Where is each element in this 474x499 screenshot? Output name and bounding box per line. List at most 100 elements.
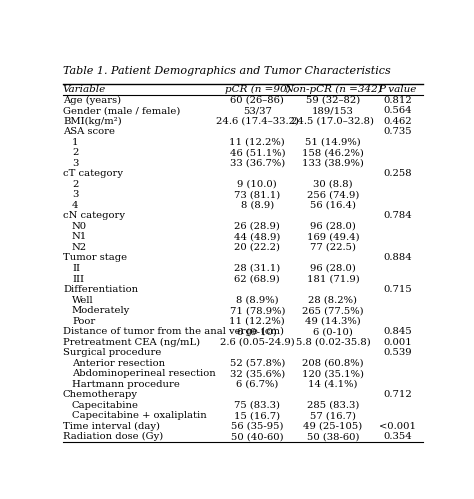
Text: 0.884: 0.884 [383,253,412,262]
Text: Abdominoperineal resection: Abdominoperineal resection [72,369,216,378]
Text: 169 (49.4): 169 (49.4) [307,233,359,242]
Text: 96 (28.0): 96 (28.0) [310,264,356,273]
Text: Table 1. Patient Demographics and Tumor Characteristics: Table 1. Patient Demographics and Tumor … [63,66,391,76]
Text: 0.845: 0.845 [383,327,412,336]
Text: Non-pCR (n =342): Non-pCR (n =342) [284,85,382,94]
Text: Variable: Variable [63,85,106,94]
Text: III: III [72,274,84,283]
Text: 5.8 (0.02-35.8): 5.8 (0.02-35.8) [296,338,370,347]
Text: 158 (46.2%): 158 (46.2%) [302,148,364,157]
Text: 0.354: 0.354 [383,433,412,442]
Text: cT category: cT category [63,169,123,178]
Text: 4: 4 [72,201,78,210]
Text: 208 (60.8%): 208 (60.8%) [302,359,364,368]
Text: Tumor stage: Tumor stage [63,253,127,262]
Text: Capecitabine: Capecitabine [72,401,139,410]
Text: 49 (14.3%): 49 (14.3%) [305,317,361,326]
Text: 59 (32–82): 59 (32–82) [306,96,360,105]
Text: 28 (8.2%): 28 (8.2%) [309,295,357,304]
Text: 77 (22.5): 77 (22.5) [310,243,356,252]
Text: 24.6 (17.4–33.2): 24.6 (17.4–33.2) [216,117,299,126]
Text: N0: N0 [72,222,87,231]
Text: N2: N2 [72,243,87,252]
Text: BMI(kg/m²): BMI(kg/m²) [63,117,122,126]
Text: 24.5 (17.0–32.8): 24.5 (17.0–32.8) [292,117,374,126]
Text: II: II [72,264,80,273]
Text: 2: 2 [72,180,78,189]
Text: 96 (28.0): 96 (28.0) [310,222,356,231]
Text: 285 (83.3): 285 (83.3) [307,401,359,410]
Text: 256 (74.9): 256 (74.9) [307,190,359,199]
Text: Gender (male / female): Gender (male / female) [63,106,180,115]
Text: 71 (78.9%): 71 (78.9%) [229,306,285,315]
Text: P value: P value [379,85,417,94]
Text: 6 (6.7%): 6 (6.7%) [236,380,279,389]
Text: 44 (48.9): 44 (48.9) [234,233,281,242]
Text: 0.001: 0.001 [383,338,412,347]
Text: 2: 2 [72,148,78,157]
Text: 62 (68.9): 62 (68.9) [235,274,280,283]
Text: 49 (25-105): 49 (25-105) [303,422,363,431]
Text: 26 (28.9): 26 (28.9) [234,222,280,231]
Text: Differentiation: Differentiation [63,285,138,294]
Text: 30 (8.8): 30 (8.8) [313,180,353,189]
Text: 2.6 (0.05-24.9): 2.6 (0.05-24.9) [220,338,295,347]
Text: 11 (12.2%): 11 (12.2%) [229,138,285,147]
Text: 20 (22.2): 20 (22.2) [234,243,280,252]
Text: 6 (0-10): 6 (0-10) [313,327,353,336]
Text: 1: 1 [72,138,78,147]
Text: <0.001: <0.001 [379,422,416,431]
Text: 15 (16.7): 15 (16.7) [234,411,281,420]
Text: 0.812: 0.812 [383,96,412,105]
Text: Radiation dose (Gy): Radiation dose (Gy) [63,432,163,442]
Text: Distance of tumor from the anal verge (cm): Distance of tumor from the anal verge (c… [63,327,284,336]
Text: cN category: cN category [63,212,125,221]
Text: 189/153: 189/153 [312,106,354,115]
Text: 3: 3 [72,190,78,199]
Text: 32 (35.6%): 32 (35.6%) [230,369,285,378]
Text: 11 (12.2%): 11 (12.2%) [229,317,285,326]
Text: 0.258: 0.258 [383,169,412,178]
Text: N1: N1 [72,233,87,242]
Text: 0.539: 0.539 [383,348,412,357]
Text: Hartmann procedure: Hartmann procedure [72,380,180,389]
Text: 52 (57.8%): 52 (57.8%) [229,359,285,368]
Text: 14 (4.1%): 14 (4.1%) [308,380,358,389]
Text: 265 (77.5%): 265 (77.5%) [302,306,364,315]
Text: 0.712: 0.712 [383,390,412,399]
Text: Surgical procedure: Surgical procedure [63,348,161,357]
Text: 3: 3 [72,159,78,168]
Text: 0.715: 0.715 [383,285,412,294]
Text: 8 (8.9%): 8 (8.9%) [236,295,279,304]
Text: Chemotherapy: Chemotherapy [63,390,138,399]
Text: Time interval (day): Time interval (day) [63,422,160,431]
Text: ASA score: ASA score [63,127,115,136]
Text: 0.735: 0.735 [383,127,412,136]
Text: 75 (83.3): 75 (83.3) [234,401,280,410]
Text: 50 (38-60): 50 (38-60) [307,433,359,442]
Text: 0.462: 0.462 [383,117,412,126]
Text: 33 (36.7%): 33 (36.7%) [230,159,285,168]
Text: 51 (14.9%): 51 (14.9%) [305,138,361,147]
Text: 56 (35-95): 56 (35-95) [231,422,283,431]
Text: Capecitabine + oxaliplatin: Capecitabine + oxaliplatin [72,411,207,420]
Text: 60 (26–86): 60 (26–86) [230,96,284,105]
Text: 57 (16.7): 57 (16.7) [310,411,356,420]
Text: 46 (51.1%): 46 (51.1%) [229,148,285,157]
Text: 0.784: 0.784 [383,212,412,221]
Text: 53/37: 53/37 [243,106,272,115]
Text: pCR (n =90): pCR (n =90) [225,85,290,94]
Text: 9 (10.0): 9 (10.0) [237,180,277,189]
Text: 8 (8.9): 8 (8.9) [241,201,274,210]
Text: 73 (81.1): 73 (81.1) [234,190,281,199]
Text: 6 (0-10): 6 (0-10) [237,327,277,336]
Text: 28 (31.1): 28 (31.1) [234,264,281,273]
Text: 133 (38.9%): 133 (38.9%) [302,159,364,168]
Text: Age (years): Age (years) [63,95,121,105]
Text: Pretreatment CEA (ng/mL): Pretreatment CEA (ng/mL) [63,338,200,347]
Text: Poor: Poor [72,317,95,326]
Text: 120 (35.1%): 120 (35.1%) [302,369,364,378]
Text: Anterior resection: Anterior resection [72,359,165,368]
Text: 50 (40-60): 50 (40-60) [231,433,283,442]
Text: 56 (16.4): 56 (16.4) [310,201,356,210]
